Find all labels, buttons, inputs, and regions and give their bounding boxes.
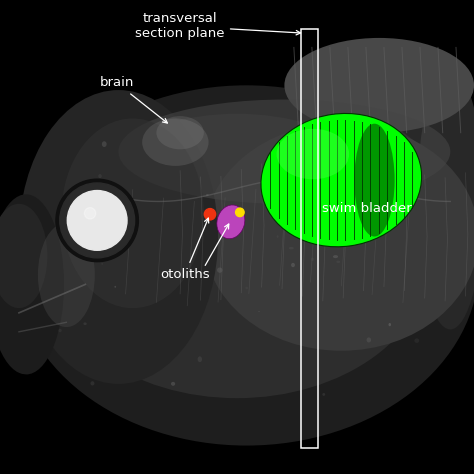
Text: swim bladder: swim bladder	[322, 202, 412, 215]
Ellipse shape	[58, 329, 62, 332]
Ellipse shape	[222, 227, 224, 229]
Ellipse shape	[246, 287, 248, 289]
Ellipse shape	[414, 338, 419, 343]
Ellipse shape	[258, 311, 260, 312]
Ellipse shape	[156, 116, 204, 149]
Polygon shape	[0, 370, 104, 474]
Circle shape	[204, 209, 216, 220]
Ellipse shape	[366, 337, 371, 343]
Ellipse shape	[291, 263, 295, 267]
Ellipse shape	[284, 38, 474, 133]
Ellipse shape	[289, 247, 294, 249]
Ellipse shape	[333, 255, 338, 258]
Ellipse shape	[91, 381, 94, 385]
Ellipse shape	[14, 85, 474, 446]
Ellipse shape	[62, 118, 204, 308]
Ellipse shape	[101, 263, 103, 265]
Ellipse shape	[43, 114, 431, 398]
Text: otoliths: otoliths	[160, 218, 210, 281]
Ellipse shape	[346, 242, 349, 244]
Ellipse shape	[198, 356, 202, 362]
Ellipse shape	[355, 124, 394, 237]
Circle shape	[84, 208, 96, 219]
Ellipse shape	[217, 267, 222, 273]
Circle shape	[56, 179, 138, 262]
Text: transversal
section plane: transversal section plane	[136, 12, 301, 40]
Ellipse shape	[327, 231, 332, 238]
Ellipse shape	[217, 205, 245, 239]
Ellipse shape	[98, 174, 102, 178]
Ellipse shape	[417, 69, 474, 329]
Ellipse shape	[0, 204, 47, 308]
Ellipse shape	[102, 141, 107, 147]
Ellipse shape	[204, 123, 474, 351]
Ellipse shape	[389, 323, 391, 326]
Ellipse shape	[108, 247, 113, 250]
Ellipse shape	[142, 118, 209, 166]
Ellipse shape	[277, 235, 279, 238]
Ellipse shape	[19, 90, 218, 384]
Text: 1 mm: 1 mm	[24, 450, 59, 463]
Ellipse shape	[83, 322, 87, 325]
Ellipse shape	[311, 257, 314, 261]
Ellipse shape	[129, 228, 133, 229]
Ellipse shape	[276, 129, 349, 179]
Text: brain: brain	[100, 76, 167, 123]
Ellipse shape	[0, 194, 64, 374]
Ellipse shape	[38, 223, 95, 327]
Circle shape	[60, 183, 135, 258]
Ellipse shape	[337, 261, 340, 263]
Ellipse shape	[322, 393, 325, 396]
Ellipse shape	[118, 100, 450, 204]
Ellipse shape	[171, 382, 175, 386]
Ellipse shape	[135, 216, 139, 221]
Ellipse shape	[114, 286, 116, 288]
Polygon shape	[0, 0, 62, 142]
Ellipse shape	[206, 194, 209, 196]
Bar	[301, 29, 318, 448]
Ellipse shape	[31, 391, 35, 393]
Circle shape	[67, 191, 127, 250]
Circle shape	[236, 208, 244, 217]
Ellipse shape	[261, 113, 421, 247]
